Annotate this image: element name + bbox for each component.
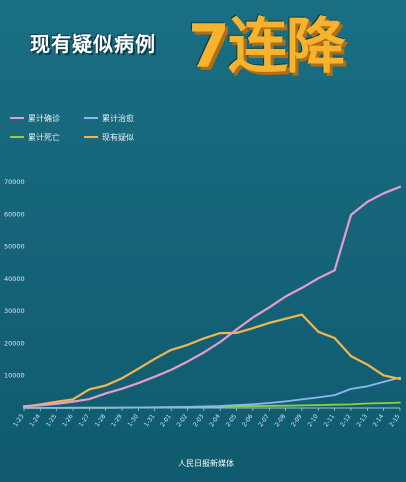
x-tick-label: 2-09 (290, 413, 304, 428)
x-tick-label: 1-24 (28, 413, 42, 428)
legend-label: 累计治愈 (102, 113, 134, 123)
x-tick-label: 2-07 (257, 413, 271, 428)
legend-label: 现有疑似 (102, 132, 134, 142)
y-tick-label: 40000 (4, 275, 25, 283)
x-tick-label: 1-31 (143, 413, 157, 428)
x-tick-label: 2-11 (323, 413, 337, 428)
x-tick-label: 2-03 (192, 413, 206, 428)
x-tick-label: 2-02 (176, 413, 190, 428)
x-tick-label: 2-04 (208, 413, 222, 428)
x-tick-label: 2-01 (159, 413, 173, 428)
x-tick-label: 2-10 (306, 413, 320, 428)
series-lines (22, 185, 402, 409)
series-line (22, 185, 402, 408)
y-tick-label: 70000 (4, 178, 25, 186)
series-line (23, 376, 401, 409)
x-tick-label: 1-23 (12, 413, 26, 428)
series-line (22, 313, 402, 408)
x-tick-label: 1-26 (61, 413, 75, 428)
y-tick-label: 60000 (4, 210, 25, 218)
chart-headline: 7连降 (188, 12, 346, 82)
x-tick-label: 2-13 (355, 413, 369, 428)
legend-label: 累计死亡 (28, 132, 60, 142)
x-tick-label: 2-12 (339, 413, 353, 428)
x-tick-label: 1-29 (110, 413, 124, 428)
x-tick-label: 2-15 (388, 413, 402, 428)
y-tick-label: 10000 (4, 372, 25, 380)
x-tick-label: 1-27 (77, 413, 91, 428)
y-tick-label: 20000 (4, 339, 25, 347)
x-tick-label: 1-25 (45, 413, 59, 428)
y-tick-label: 30000 (4, 307, 25, 315)
x-tick-label: 2-08 (274, 413, 288, 428)
x-tick-label: 2-06 (241, 413, 255, 428)
chart-title: 现有疑似病例 (30, 32, 156, 56)
x-tick-label: 2-05 (225, 413, 239, 428)
y-tick-label: 50000 (4, 243, 25, 251)
legend-label: 累计确诊 (28, 113, 60, 123)
x-tick-label: 2-14 (372, 413, 386, 428)
source-credit: 人民日报新媒体 (178, 458, 234, 468)
x-tick-label: 1-28 (94, 413, 108, 428)
x-tick-label: 1-30 (127, 413, 141, 428)
